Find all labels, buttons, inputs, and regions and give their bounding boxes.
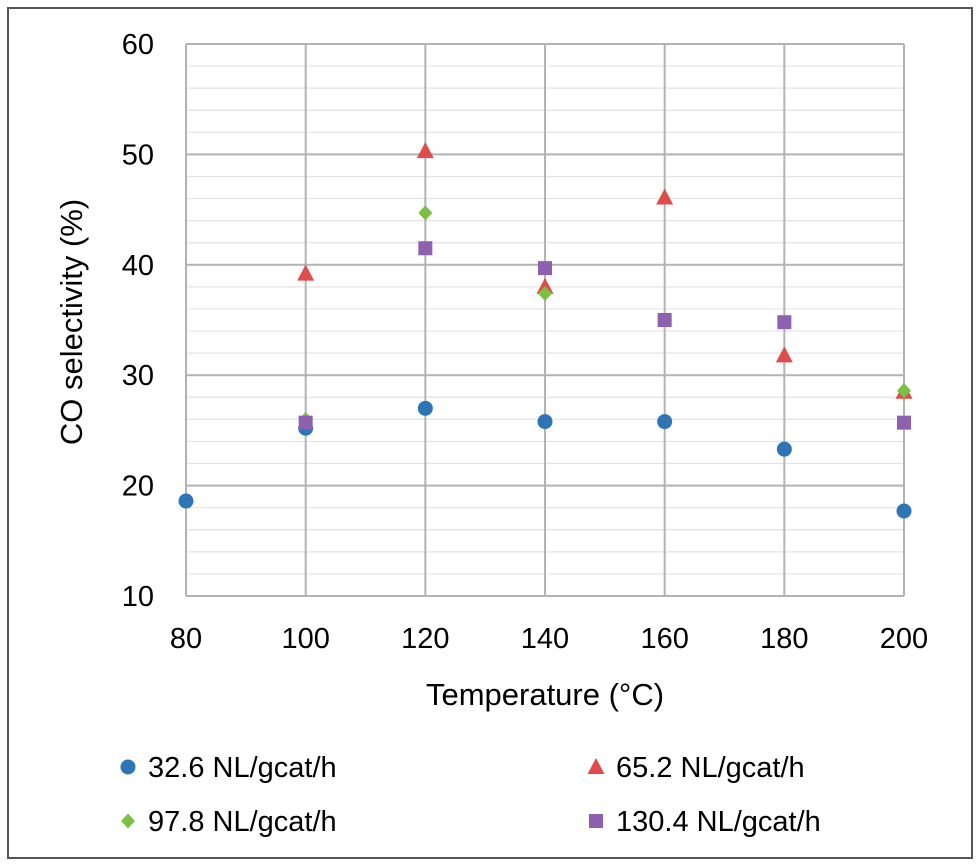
data-point	[656, 188, 674, 205]
x-tick-label: 180	[760, 623, 808, 655]
legend-marker	[120, 759, 136, 775]
data-point	[776, 441, 792, 457]
data-point	[536, 277, 554, 294]
legend-item: 97.8 NL/gcat/h	[121, 806, 337, 838]
data-point	[418, 205, 433, 221]
y-axis-title: CO selectivity (%)	[54, 199, 89, 445]
data-point	[297, 264, 315, 281]
x-axis-ticks: 80 100 120 140 160 180 200	[170, 623, 928, 655]
legend-item: 32.6 NL/gcat/h	[120, 752, 337, 784]
x-tick-label: 140	[521, 623, 569, 655]
data-point	[538, 261, 552, 276]
y-tick-label: 40	[122, 250, 154, 282]
x-tick-label: 200	[880, 623, 928, 655]
legend-label: 32.6 NL/gcat/h	[148, 752, 337, 784]
legend-marker	[589, 814, 603, 828]
series-4	[298, 241, 911, 430]
data-point	[775, 346, 793, 363]
x-tick-label: 100	[281, 623, 329, 655]
data-point	[657, 313, 672, 327]
legend-label: 130.4 NL/gcat/h	[616, 806, 821, 838]
legend: 32.6 NL/gcat/h 65.2 NL/gcat/h 97.8 NL/gcat…	[120, 752, 821, 838]
data-point	[537, 414, 553, 430]
data-point	[178, 493, 194, 509]
y-axis-ticks: 10 20 30 40 50 60	[122, 29, 154, 613]
data-point	[418, 241, 433, 256]
data-point	[416, 142, 434, 159]
chart-border	[7, 7, 973, 859]
x-tick-label: 120	[401, 623, 449, 655]
legend-marker	[587, 758, 605, 774]
data-point	[417, 400, 433, 416]
data-point	[657, 414, 673, 430]
y-tick-label: 20	[122, 471, 154, 503]
data-markers	[178, 142, 913, 519]
data-point	[896, 503, 912, 519]
data-point	[897, 415, 911, 430]
y-tick-label: 50	[122, 139, 154, 171]
legend-item: 65.2 NL/gcat/h	[587, 752, 805, 784]
legend-item: 130.4 NL/gcat/h	[589, 806, 821, 838]
legend-marker	[121, 813, 135, 829]
data-point	[298, 415, 313, 430]
x-tick-label: 80	[170, 623, 202, 655]
y-tick-label: 10	[122, 581, 154, 613]
data-point	[897, 383, 911, 399]
data-point	[538, 286, 552, 302]
y-tick-label: 60	[122, 29, 154, 61]
data-point	[777, 315, 792, 330]
legend-label: 97.8 NL/gcat/h	[148, 806, 337, 838]
y-tick-label: 30	[122, 360, 154, 392]
x-axis-title: Temperature (°C)	[426, 677, 664, 712]
legend-label: 65.2 NL/gcat/h	[616, 752, 805, 784]
x-tick-label: 160	[640, 623, 688, 655]
